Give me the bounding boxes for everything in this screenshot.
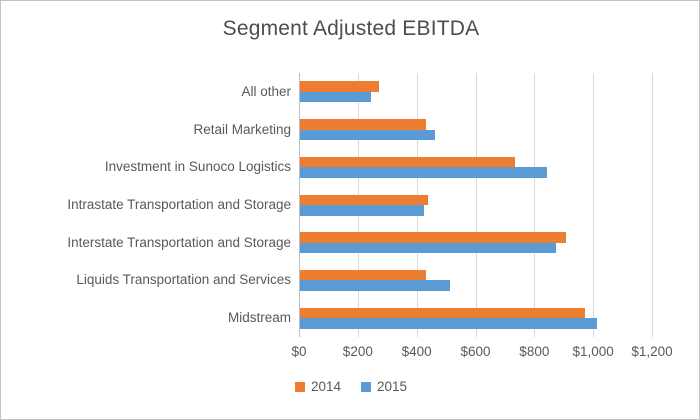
x-axis-tick-label: $1,000 xyxy=(572,344,614,359)
category-label: All other xyxy=(241,83,291,99)
bar-2015 xyxy=(300,129,436,141)
legend: 2014 2015 xyxy=(1,379,699,394)
legend-swatch-2014 xyxy=(294,381,305,392)
x-axis-tick-label: $400 xyxy=(401,344,432,359)
category-label: Interstate Transportation and Storage xyxy=(67,234,291,250)
x-axis-tick-label: $1,200 xyxy=(631,344,673,359)
bar-2014 xyxy=(300,232,567,243)
bar-2015 xyxy=(300,91,371,103)
gridline xyxy=(534,73,536,337)
bar-2014 xyxy=(300,194,428,205)
bar-2015 xyxy=(300,280,451,291)
category-label: Midstream xyxy=(227,310,291,326)
legend-item-2014: 2014 xyxy=(294,379,341,394)
bar-2015 xyxy=(300,242,556,254)
x-axis-tick-label: $0 xyxy=(291,344,307,359)
gridline xyxy=(593,73,595,337)
bar-2015 xyxy=(300,167,548,178)
category-label: Investment in Sunoco Logistics xyxy=(104,159,291,175)
bar-2014 xyxy=(300,119,427,130)
bar-2014 xyxy=(300,269,427,281)
legend-item-2015: 2015 xyxy=(361,380,407,394)
legend-swatch-2015 xyxy=(361,381,371,392)
legend-label-2015: 2015 xyxy=(377,379,408,394)
x-axis-tick-label: $800 xyxy=(519,344,550,359)
x-axis-tick-label: $200 xyxy=(342,344,373,359)
bar-2014 xyxy=(300,307,586,319)
gridline xyxy=(475,73,477,337)
chart-title: Segment Adjusted EBITDA xyxy=(222,17,480,40)
bar-2015 xyxy=(300,318,598,329)
category-label: Retail Marketing xyxy=(193,121,291,137)
legend-label-2014: 2014 xyxy=(310,379,341,394)
bar-2014 xyxy=(300,156,515,168)
x-axis-tick-label: $600 xyxy=(460,344,491,359)
bar-2015 xyxy=(300,205,424,216)
category-label: Intrastate Transportation and Storage xyxy=(67,197,291,212)
category-axis-line xyxy=(299,73,300,337)
category-label: Liquids Transportation and Services xyxy=(76,272,291,288)
bar-2014 xyxy=(300,81,380,92)
gridline xyxy=(652,73,653,337)
